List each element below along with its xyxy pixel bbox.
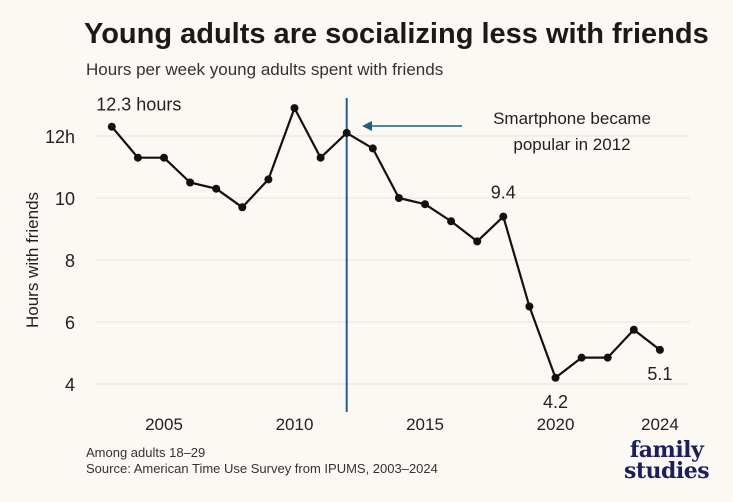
data-point — [629, 325, 638, 334]
y-tick-label: 10 — [55, 189, 75, 209]
data-point — [421, 200, 429, 209]
x-tick-label: 2015 — [406, 415, 444, 434]
data-point — [655, 345, 664, 354]
y-axis-label: Hours with friends — [23, 192, 42, 328]
data-point — [368, 144, 377, 153]
data-point — [447, 217, 456, 226]
data-point — [394, 194, 403, 202]
data-point — [316, 153, 325, 162]
footer-source: Source: American Time Use Survey from IP… — [86, 461, 438, 476]
y-tick-label: 4 — [65, 375, 75, 395]
y-tick-label: 12h — [45, 127, 75, 147]
data-label: 12.3 hours — [96, 95, 181, 115]
x-tick-label: 2024 — [641, 415, 679, 434]
chart-subtitle: Hours per week young adults spent with f… — [86, 60, 444, 79]
data-point — [238, 203, 247, 212]
callout-text-line-2: popular in 2012 — [513, 135, 630, 154]
logo-line-2: studies — [624, 458, 710, 484]
data-label: 5.1 — [647, 364, 672, 384]
data-point — [160, 153, 168, 162]
x-tick-label: 2005 — [145, 415, 183, 434]
y-tick-label: 6 — [65, 313, 75, 333]
data-point — [290, 104, 299, 113]
chart-title: Young adults are socializing less with f… — [84, 18, 709, 50]
y-tick-label: 8 — [65, 251, 75, 271]
data-point — [603, 353, 612, 362]
data-point — [499, 212, 508, 221]
x-tick-label: 2020 — [537, 415, 575, 434]
data-point — [107, 122, 116, 131]
data-label: 4.2 — [543, 392, 568, 412]
data-point — [133, 153, 142, 162]
family-studies-logo: family studies — [624, 437, 710, 484]
footer-note: Among adults 18–29 — [86, 445, 206, 460]
data-point — [551, 373, 560, 382]
logo-line-1: family — [629, 437, 704, 463]
data-point — [186, 178, 195, 187]
arrow-head-icon — [362, 121, 372, 131]
data-point — [212, 184, 221, 193]
data-point — [525, 302, 534, 311]
series-line — [110, 106, 661, 379]
data-point — [473, 237, 482, 246]
data-point — [342, 128, 351, 137]
data-point — [577, 353, 586, 362]
data-point — [264, 175, 273, 184]
data-label: 9.4 — [491, 183, 516, 203]
x-tick-label: 2010 — [276, 415, 314, 434]
callout-text-line-1: Smartphone became — [493, 109, 651, 128]
